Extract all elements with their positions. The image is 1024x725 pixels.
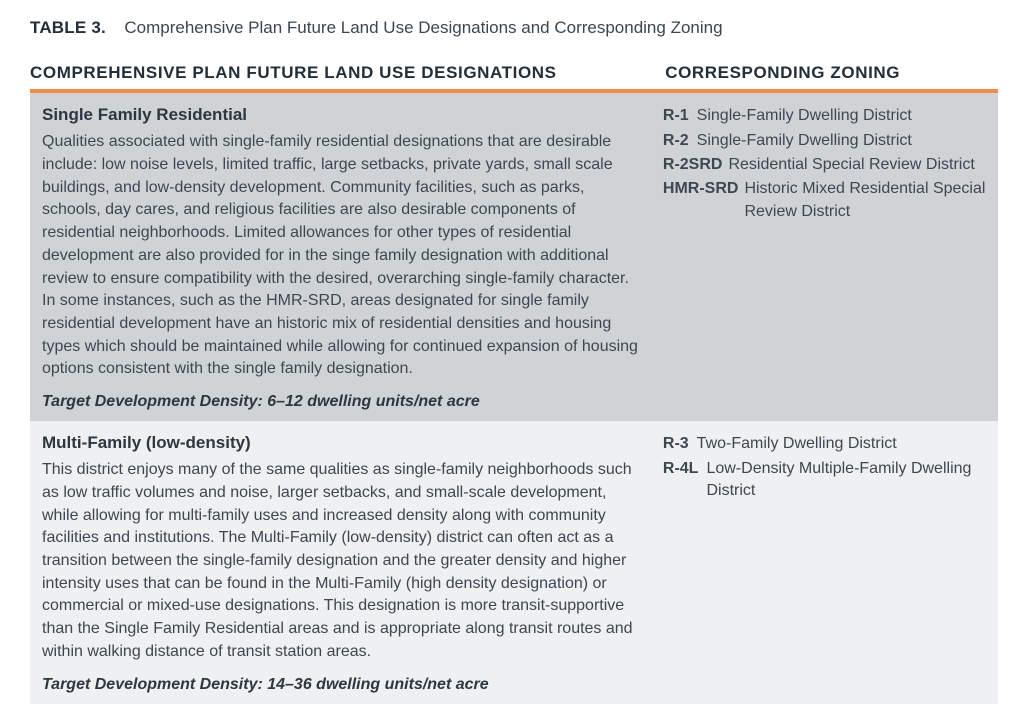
zoning-item: R-2 Single-Family Dwelling District — [663, 130, 988, 152]
zoning-label: Two-Family Dwelling District — [697, 433, 988, 455]
zoning-label: Single-Family Dwelling District — [697, 105, 988, 127]
zoning-code: R-3 — [663, 433, 689, 455]
zoning-code: R-4L — [663, 458, 699, 503]
designation-title: Single Family Residential — [42, 105, 639, 125]
target-density: Target Development Density: 14–36 dwelli… — [42, 676, 639, 694]
table-row: Multi-Family (low-density) This district… — [30, 421, 998, 703]
zoning-item: R-3 Two-Family Dwelling District — [663, 433, 988, 455]
zoning-label: Single-Family Dwelling District — [697, 130, 988, 152]
zoning-code: R-2SRD — [663, 154, 723, 176]
table-row: Single Family Residential Qualities asso… — [30, 93, 998, 421]
zoning-item: R-1 Single-Family Dwelling District — [663, 105, 988, 127]
zoning-label: Residential Special Review District — [728, 154, 988, 176]
zoning-label: Low-Density Multiple-Family Dwelling Dis… — [706, 458, 988, 503]
designation-body: Qualities associated with single-family … — [42, 131, 639, 381]
zoning-code: HMR-SRD — [663, 178, 739, 223]
page: TABLE 3. Comprehensive Plan Future Land … — [0, 0, 1024, 722]
table-title: Comprehensive Plan Future Land Use Desig… — [124, 18, 722, 37]
zoning-code: R-1 — [663, 105, 689, 127]
designation-body: This district enjoys many of the same qu… — [42, 459, 639, 663]
designation-title: Multi-Family (low-density) — [42, 433, 639, 453]
zoning-item: HMR-SRD Historic Mixed Residential Speci… — [663, 178, 988, 223]
zoning-cell: R-3 Two-Family Dwelling District R-4L Lo… — [657, 433, 988, 693]
table-header-row: COMPREHENSIVE PLAN FUTURE LAND USE DESIG… — [30, 62, 998, 93]
column-header-designations: COMPREHENSIVE PLAN FUTURE LAND USE DESIG… — [30, 62, 659, 83]
zoning-item: R-2SRD Residential Special Review Distri… — [663, 154, 988, 176]
designation-cell: Single Family Residential Qualities asso… — [42, 105, 657, 411]
zoning-label: Historic Mixed Residential Special Revie… — [744, 178, 988, 223]
column-header-zoning: CORRESPONDING ZONING — [659, 62, 998, 83]
zoning-cell: R-1 Single-Family Dwelling District R-2 … — [657, 105, 988, 411]
zoning-item: R-4L Low-Density Multiple-Family Dwellin… — [663, 458, 988, 503]
zoning-list: R-1 Single-Family Dwelling District R-2 … — [663, 105, 988, 223]
zoning-code: R-2 — [663, 130, 689, 152]
table-label: TABLE 3. — [30, 18, 106, 37]
target-density: Target Development Density: 6–12 dwellin… — [42, 393, 639, 411]
zoning-list: R-3 Two-Family Dwelling District R-4L Lo… — [663, 433, 988, 502]
table-caption: TABLE 3. Comprehensive Plan Future Land … — [30, 18, 998, 38]
designation-cell: Multi-Family (low-density) This district… — [42, 433, 657, 693]
